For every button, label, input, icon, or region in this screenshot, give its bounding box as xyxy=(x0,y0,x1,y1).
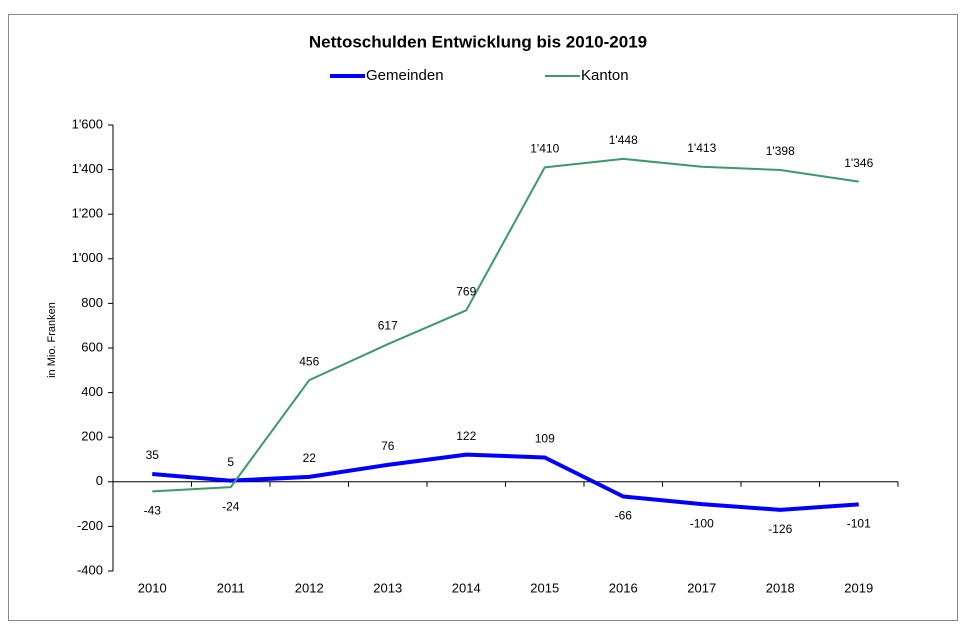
data-label: -100 xyxy=(690,516,714,530)
x-tick-label: 2010 xyxy=(138,580,167,595)
y-tick-label: 0 xyxy=(96,473,103,488)
chart-title: Nettoschulden Entwicklung bis 2010-2019 xyxy=(309,32,647,51)
y-tick-label: 600 xyxy=(81,339,103,354)
data-label: 109 xyxy=(535,432,555,446)
data-label: 76 xyxy=(381,439,395,453)
y-tick-label: 1'200 xyxy=(72,206,103,221)
x-tick-label: 2018 xyxy=(766,580,795,595)
x-tick-label: 2016 xyxy=(609,580,638,595)
y-tick-label: 1'000 xyxy=(72,250,103,265)
y-tick-label: -200 xyxy=(77,518,103,533)
y-tick-label: -400 xyxy=(77,562,103,577)
x-tick-label: 2017 xyxy=(687,580,716,595)
data-label: 456 xyxy=(299,354,319,368)
legend-label: Gemeinden xyxy=(366,67,444,84)
data-label: -101 xyxy=(847,516,871,530)
data-label: 1'413 xyxy=(687,141,716,155)
data-label: 1'398 xyxy=(766,144,795,158)
y-tick-label: 400 xyxy=(81,384,103,399)
data-label: 769 xyxy=(456,284,476,298)
data-label: -43 xyxy=(144,504,162,518)
x-tick-label: 2015 xyxy=(530,580,559,595)
data-label: 22 xyxy=(303,451,317,465)
data-label: 1'410 xyxy=(530,142,559,156)
legend-label: Kanton xyxy=(581,67,629,84)
data-label: -24 xyxy=(222,499,240,513)
series-line xyxy=(152,157,859,493)
x-tick-label: 2019 xyxy=(844,580,873,595)
y-tick-label: 200 xyxy=(81,429,103,444)
x-tick-label: 2014 xyxy=(452,580,481,595)
x-tick-label: 2013 xyxy=(373,580,402,595)
data-label: 617 xyxy=(378,318,398,332)
data-label: 1'346 xyxy=(844,156,873,170)
y-tick-label: 1'600 xyxy=(72,116,103,131)
data-label: 35 xyxy=(146,448,160,462)
y-axis-label: in Mio. Franken xyxy=(46,302,58,378)
data-label: -126 xyxy=(768,522,792,536)
y-tick-label: 1'400 xyxy=(72,161,103,176)
chart-frame xyxy=(8,14,958,621)
data-label: 122 xyxy=(456,429,476,443)
x-tick-label: 2012 xyxy=(295,580,324,595)
series-line xyxy=(152,452,859,512)
data-label: -66 xyxy=(615,509,633,523)
data-label: 1'448 xyxy=(609,133,638,147)
x-tick-label: 2011 xyxy=(217,580,245,595)
data-label: 5 xyxy=(227,455,234,469)
y-tick-label: 800 xyxy=(81,295,103,310)
